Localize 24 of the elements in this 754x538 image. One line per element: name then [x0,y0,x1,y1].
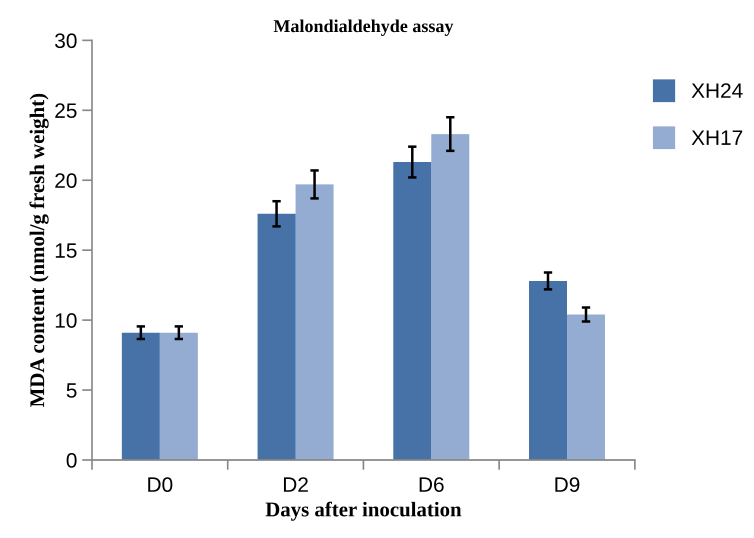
y-tick-label: 20 [55,173,77,188]
x-axis-title: Days after inoculation [266,502,462,521]
y-tick-label: 25 [55,103,77,118]
chart-title: Malondialdehyde assay [274,19,454,36]
y-tick-label: 5 [66,383,77,398]
x-tick-label: D0 [148,477,172,492]
bar [296,184,334,460]
x-tick-label: D2 [284,477,308,492]
bar [160,332,198,460]
y-tick-label: 10 [56,313,77,328]
legend-label: XH17 [692,130,742,145]
y-axis-title: MDA content (nmol/g fresh weight) [29,94,49,408]
legend-label: XH24 [692,83,743,98]
y-tick-label: 30 [55,33,77,48]
y-tick-label: 15 [56,243,77,258]
bar [529,280,568,460]
bar [393,162,432,460]
bar [258,214,296,460]
bar [431,134,470,460]
x-tick-label: D6 [420,477,444,492]
bar [567,314,606,460]
x-tick-label: D9 [555,477,580,492]
bar [122,332,160,460]
y-tick-label: 0 [66,452,77,468]
